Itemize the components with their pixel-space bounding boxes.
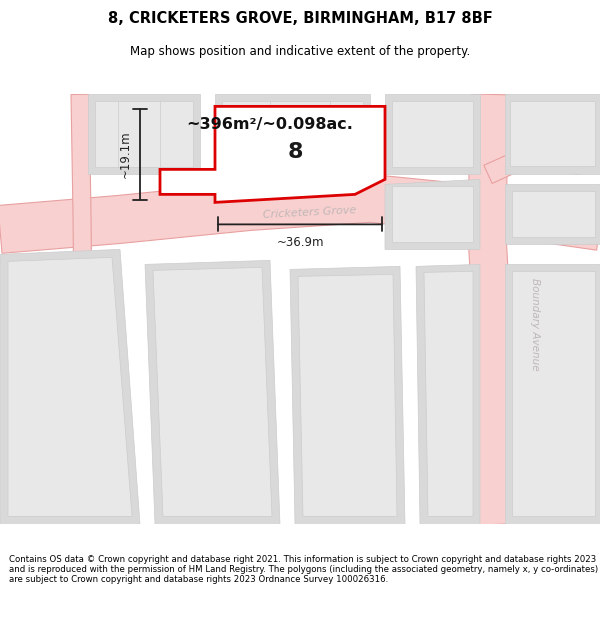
Polygon shape bbox=[290, 266, 405, 524]
Polygon shape bbox=[505, 94, 600, 174]
Text: ~19.1m: ~19.1m bbox=[119, 131, 132, 178]
Polygon shape bbox=[95, 101, 193, 168]
Polygon shape bbox=[0, 249, 140, 524]
Polygon shape bbox=[160, 106, 385, 202]
Polygon shape bbox=[8, 258, 132, 516]
Polygon shape bbox=[270, 101, 330, 168]
Polygon shape bbox=[71, 94, 94, 524]
Polygon shape bbox=[392, 186, 473, 242]
Polygon shape bbox=[222, 101, 363, 168]
Text: ~396m²/~0.098ac.: ~396m²/~0.098ac. bbox=[187, 117, 353, 132]
Polygon shape bbox=[153, 268, 272, 516]
Polygon shape bbox=[385, 179, 480, 249]
Text: Contains OS data © Crown copyright and database right 2021. This information is : Contains OS data © Crown copyright and d… bbox=[9, 554, 598, 584]
Polygon shape bbox=[510, 101, 595, 166]
Text: Map shows position and indicative extent of the property.: Map shows position and indicative extent… bbox=[130, 45, 470, 58]
Polygon shape bbox=[416, 264, 480, 524]
Polygon shape bbox=[145, 261, 280, 524]
Text: Cricketers Grove: Cricketers Grove bbox=[263, 205, 357, 220]
Polygon shape bbox=[298, 274, 397, 516]
Polygon shape bbox=[118, 101, 160, 168]
Polygon shape bbox=[512, 191, 595, 238]
Text: 8, CRICKETERS GROVE, BIRMINGHAM, B17 8BF: 8, CRICKETERS GROVE, BIRMINGHAM, B17 8BF bbox=[107, 11, 493, 26]
Text: ~36.9m: ~36.9m bbox=[276, 236, 324, 249]
Text: Boundary Avenue: Boundary Avenue bbox=[530, 278, 540, 371]
Polygon shape bbox=[88, 94, 200, 174]
Polygon shape bbox=[392, 101, 473, 168]
Polygon shape bbox=[0, 174, 600, 253]
Polygon shape bbox=[424, 271, 473, 516]
Polygon shape bbox=[385, 94, 480, 174]
Polygon shape bbox=[512, 271, 595, 516]
Polygon shape bbox=[505, 264, 600, 524]
Polygon shape bbox=[215, 94, 370, 174]
Text: 8: 8 bbox=[287, 142, 303, 162]
Polygon shape bbox=[468, 94, 516, 525]
Polygon shape bbox=[484, 149, 581, 184]
Polygon shape bbox=[505, 184, 600, 244]
